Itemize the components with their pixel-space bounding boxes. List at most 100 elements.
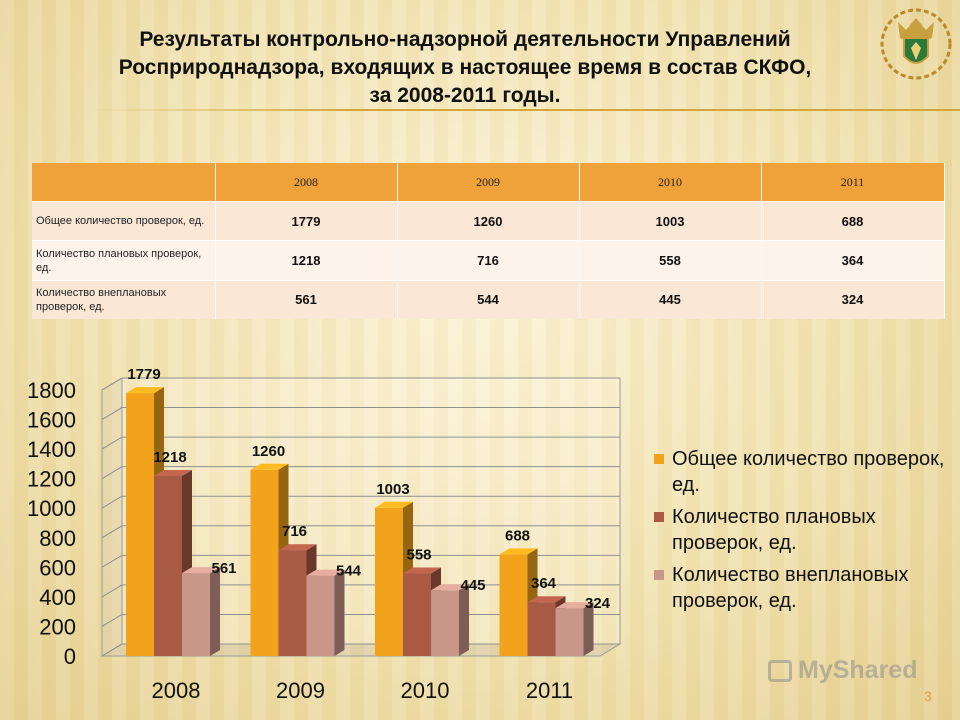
table-cell: 445: [579, 279, 762, 319]
table-cell: 1218: [215, 240, 398, 281]
bar-top: [527, 596, 566, 603]
bar-top: [182, 567, 220, 574]
table-header-cell: 2009: [397, 163, 580, 202]
title-line-3: за 2008-2011 годы.: [369, 84, 561, 107]
bar: [375, 507, 403, 656]
row-label: Количество внеплановых проверок, ед.: [32, 279, 216, 319]
table-cell: 544: [397, 279, 580, 319]
data-label: 1003: [376, 481, 409, 498]
watermark-text: MyShared: [798, 656, 918, 684]
table-cell: 1779: [215, 201, 398, 241]
bar-chart: 0 200 400 600 800 1000 1200 1400 1600 1800 1779 121…: [27, 366, 622, 703]
title-line-1: Результаты контрольно-надзорной деятельн…: [139, 28, 791, 51]
legend-label: Количество внеплановых проверок, ед.: [672, 564, 909, 612]
x-tick-label: 2009: [276, 678, 325, 703]
table-cell: 558: [579, 240, 762, 281]
data-label: 558: [406, 547, 431, 564]
table-cell: 561: [215, 279, 398, 319]
table-header-cell: [32, 163, 216, 202]
bar: [403, 573, 431, 656]
bar: [431, 590, 459, 656]
y-tick-label: 1400: [27, 437, 76, 462]
watermark-icon: [768, 659, 792, 682]
table-header-cell: 2010: [579, 163, 762, 202]
legend-swatch-unplanned: [654, 570, 664, 580]
bar: [182, 573, 210, 656]
legend-swatch-total: [654, 454, 664, 464]
bar-top: [499, 548, 538, 555]
bar: [154, 476, 182, 656]
bar-top: [250, 463, 289, 470]
gridline: [101, 466, 620, 480]
y-tick-label: 200: [39, 614, 76, 639]
data-label: 1260: [252, 443, 285, 460]
x-tick-label: 2008: [152, 678, 201, 703]
gridline: [101, 554, 620, 568]
data-label: 364: [531, 575, 557, 592]
bar-top: [126, 387, 164, 394]
table-row: Количество внеплановых проверок, ед. 561…: [32, 279, 945, 319]
y-tick-label: 1000: [27, 496, 76, 521]
bar-top: [403, 567, 441, 574]
y-tick-label: 1600: [27, 408, 76, 433]
legend-label: Общее количество проверок, ед.: [672, 448, 945, 496]
bar-top: [555, 602, 594, 609]
y-tick-label: 1200: [27, 467, 76, 492]
bar-top: [306, 569, 345, 576]
gridline: [101, 525, 620, 539]
y-tick-label: 800: [39, 526, 76, 551]
x-tick-label: 2010: [401, 678, 450, 703]
bar: [278, 550, 307, 656]
bar: [250, 469, 279, 656]
table-cell: 364: [761, 240, 945, 281]
bar-side: [210, 567, 220, 656]
gridline: [101, 407, 620, 420]
data-label: 561: [211, 560, 236, 577]
slide-title: Результаты контрольно-надзорной деятельн…: [40, 26, 890, 110]
table-row: Количество плановых проверок, ед. 1218 7…: [32, 240, 945, 281]
gridline: [101, 436, 620, 450]
legend-label: Количество плановых проверок, ед.: [672, 506, 876, 554]
gridline: [101, 495, 620, 509]
bar-side: [583, 602, 594, 656]
bar: [555, 608, 584, 656]
bar: [527, 602, 556, 656]
legend-swatch-planned: [654, 512, 664, 522]
row-label: Общее количество проверок, ед.: [32, 201, 216, 241]
data-label: 1779: [127, 366, 160, 383]
bar-side: [459, 584, 469, 656]
table-cell: 716: [397, 240, 580, 281]
y-tick-label: 1800: [27, 378, 76, 403]
data-table: 2008 2009 2010 2011 Общее количество про…: [32, 163, 945, 319]
data-label: 544: [336, 563, 362, 580]
bar-top: [278, 544, 317, 551]
chart-legend: Общее количество проверок, ед. Количеств…: [654, 446, 954, 620]
page-number: 3: [924, 688, 932, 704]
emblem-icon: [880, 8, 952, 80]
row-label: Количество плановых проверок, ед.: [32, 240, 216, 281]
legend-item-total: Общее количество проверок, ед.: [654, 446, 954, 498]
table-row: Общее количество проверок, ед. 1779 1260…: [32, 201, 945, 241]
data-label: 324: [585, 595, 611, 612]
table-cell: 1003: [579, 201, 762, 241]
y-tick-label: 600: [39, 555, 76, 580]
table-header-cell: 2008: [215, 163, 398, 202]
y-tick-label: 0: [64, 644, 76, 669]
bar: [499, 554, 528, 656]
bar-side: [334, 569, 345, 656]
y-tick-label: 400: [39, 585, 76, 610]
table-header-row: 2008 2009 2010 2011: [32, 163, 945, 202]
bar: [306, 575, 335, 656]
data-label: 1218: [153, 449, 186, 466]
data-label: 445: [460, 577, 485, 594]
legend-item-planned: Количество плановых проверок, ед.: [654, 504, 954, 556]
bar-top: [375, 501, 413, 508]
title-line-2: Росприроднадзора, входящих в настоящее в…: [118, 56, 812, 79]
bar: [126, 393, 154, 656]
table-cell: 688: [761, 201, 945, 241]
legend-item-unplanned: Количество внеплановых проверок, ед.: [654, 562, 954, 614]
watermark: MyShared: [768, 656, 917, 685]
chart-side-wall: [101, 377, 123, 657]
table-cell: 324: [761, 279, 945, 319]
bar-top: [154, 470, 192, 477]
